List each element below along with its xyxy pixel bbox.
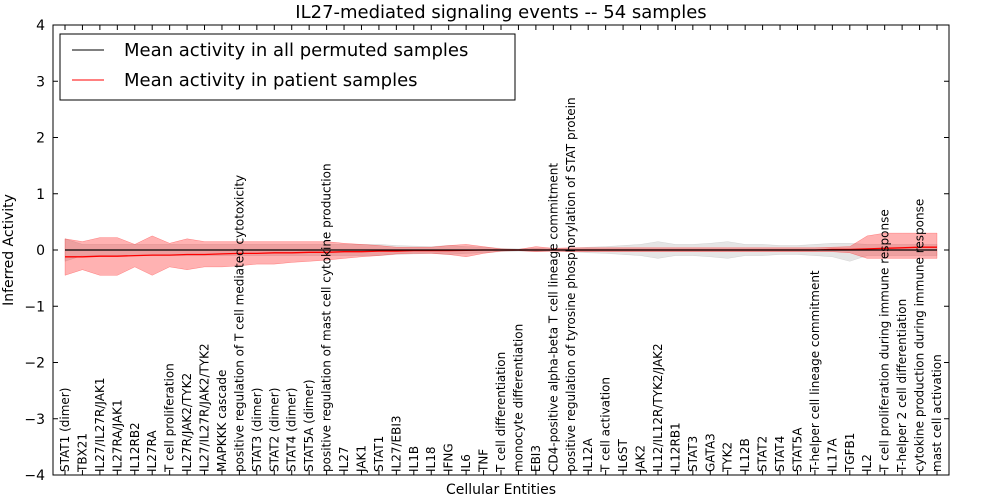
x-category-label: IL12RB2 [128, 422, 142, 472]
x-category-label: MAPKKK cascade [215, 370, 229, 472]
y-tick-label: 0 [36, 243, 45, 259]
x-category-label: TYK2 [721, 442, 735, 473]
series-lines [65, 246, 937, 258]
y-tick-label: 4 [36, 18, 45, 34]
x-category-label: IL27RA/JAK1 [110, 399, 124, 472]
x-category-label: IL12A [581, 438, 595, 472]
x-category-label: cytokine production during immune respon… [913, 199, 927, 472]
legend: Mean activity in all permuted samples Me… [59, 33, 516, 101]
y-tick-label: 1 [36, 187, 45, 203]
x-category-label: IL6ST [616, 439, 630, 472]
legend-box [59, 33, 516, 101]
x-category-label: GATA3 [703, 433, 717, 472]
x-category-label: STAT5A (dimer) [302, 379, 316, 472]
y-tick-label: −4 [24, 468, 45, 484]
x-category-label: IL27R/JAK2/TYK2 [180, 373, 194, 472]
legend-label-permuted: Mean activity in all permuted samples [124, 40, 468, 61]
y-axis: −4 −3 −2 −1 0 1 2 3 4 [24, 18, 949, 484]
x-category-label: TGFB1 [843, 433, 857, 473]
x-category-label: STAT2 (dimer) [267, 388, 281, 472]
x-category-label: STAT3 (dimer) [250, 388, 264, 472]
x-category-label: positive regulation of T cell mediated c… [232, 175, 246, 472]
x-category-label: STAT1 (dimer) [58, 388, 72, 472]
y-tick-label: 3 [36, 74, 45, 90]
x-category-label: EBI3 [529, 445, 543, 472]
y-tick-label: 2 [36, 131, 45, 147]
x-category-label: STAT4 (dimer) [285, 388, 299, 472]
x-category-label: T cell differentiation [494, 352, 508, 473]
x-category-label: JAK1 [354, 445, 368, 473]
x-category-label: IL17A [825, 438, 839, 472]
x-category-label: TNF [477, 449, 491, 473]
x-category-label: STAT4 [773, 436, 787, 472]
x-category-label: IL27RA [145, 430, 159, 472]
x-category-label: mast cell activation [930, 354, 944, 472]
y-tick-label: −2 [24, 356, 45, 372]
x-category-label: IL12/IL12R/TYK2/JAK2 [651, 343, 665, 472]
x-category-label: T cell activation [599, 377, 613, 473]
x-category-label: IFNG [442, 443, 456, 472]
x-category-label: IL12RB1 [668, 422, 682, 472]
y-tick-label: −1 [24, 299, 45, 315]
x-category-label: positive regulation of tyrosine phosphor… [564, 97, 578, 472]
x-axis-category-labels: STAT1 (dimer) TBX21 IL27/IL27R/JAK1 IL27RA/… [58, 25, 944, 475]
x-category-label: T-helper 2 cell differentiation [895, 299, 909, 473]
legend-label-patient: Mean activity in patient samples [124, 70, 418, 91]
x-axis-label: Cellular Entities [446, 482, 556, 498]
x-category-label: IL27/IL27R/JAK1 [93, 378, 107, 472]
x-category-label: IL27/EBI3 [389, 415, 403, 472]
x-category-label: IL18 [424, 447, 438, 473]
x-category-label: IL2 [860, 454, 874, 472]
x-category-label: STAT1 [372, 436, 386, 472]
x-category-label: CD4-positive alpha-beta T cell lineage c… [546, 163, 560, 472]
x-category-label: positive regulation of mast cell cytokin… [320, 163, 334, 472]
x-category-label: TBX21 [75, 433, 89, 473]
y-tick-label: −3 [24, 412, 45, 428]
x-category-label: IL27 [337, 447, 351, 473]
x-category-label: JAK2 [634, 445, 648, 473]
x-category-label: STAT5A [790, 427, 804, 472]
x-category-label: monocyte differentiation [511, 324, 525, 472]
x-category-label: STAT3 [686, 436, 700, 472]
x-category-label: IL1B [407, 446, 421, 472]
x-category-label: IL27/IL27R/JAK2/TYK2 [198, 343, 212, 472]
band-1 [64, 232, 938, 276]
x-category-label: STAT2 [756, 436, 770, 472]
x-category-label: T-helper cell lineage commitment [808, 270, 822, 473]
x-category-label: IL6 [459, 454, 473, 472]
x-category-label: T cell proliferation during immune respo… [878, 209, 892, 473]
x-category-label: T cell proliferation [163, 363, 177, 473]
x-category-label: IL12B [738, 438, 752, 472]
y-axis-label: Inferred Activity [1, 194, 17, 306]
chart-title: IL27-mediated signaling events -- 54 sam… [295, 2, 706, 23]
